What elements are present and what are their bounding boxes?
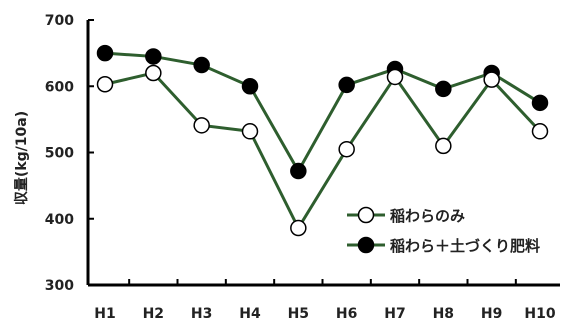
data-point-open bbox=[483, 71, 500, 88]
data-point-open bbox=[290, 219, 307, 237]
y-axis-label: 収量(kg/10a) bbox=[13, 111, 30, 205]
legend-marker bbox=[357, 206, 375, 224]
x-tick-label: H10 bbox=[524, 306, 555, 322]
x-tick-label: H7 bbox=[384, 306, 405, 322]
x-tick-label: H5 bbox=[288, 306, 309, 322]
data-point-open bbox=[145, 64, 162, 82]
data-point-open bbox=[96, 76, 114, 93]
data-point-filled bbox=[531, 94, 549, 112]
data-point-open bbox=[386, 68, 404, 86]
x-tick-label: H3 bbox=[191, 306, 212, 322]
data-point-filled bbox=[338, 76, 355, 94]
data-point-filled bbox=[193, 56, 210, 74]
series-line bbox=[104, 71, 542, 232]
data-point-filled bbox=[241, 78, 259, 95]
data-point-open bbox=[531, 123, 549, 140]
y-tick-label: 400 bbox=[45, 212, 74, 228]
x-tick-label: H2 bbox=[143, 306, 164, 322]
series-line bbox=[104, 51, 541, 175]
axes bbox=[86, 19, 560, 287]
x-tick-label: H1 bbox=[94, 306, 115, 322]
legend-label: 稲わら＋土づくり肥料 bbox=[390, 237, 540, 255]
data-point-open bbox=[193, 117, 210, 134]
y-tick-label: 600 bbox=[45, 79, 74, 95]
data-point-open bbox=[241, 123, 259, 140]
x-tick-label: H6 bbox=[336, 306, 357, 322]
x-tick-labels: H1 H2 H3 H4 H5 H6 H7 H8 H9 H10 bbox=[94, 306, 556, 322]
y-tick-label: 500 bbox=[45, 146, 74, 162]
data-point-open bbox=[435, 137, 452, 155]
legend-label: 稲わらのみ bbox=[390, 207, 465, 225]
series-group bbox=[96, 44, 549, 237]
data-point-filled bbox=[290, 162, 307, 180]
data-point-filled bbox=[435, 80, 452, 98]
data-point-filled bbox=[145, 48, 162, 65]
y-tick-label: 300 bbox=[45, 278, 74, 294]
x-tick-label: H9 bbox=[481, 306, 502, 322]
y-tick-label: 700 bbox=[45, 13, 74, 29]
legend-marker bbox=[357, 236, 375, 254]
y-tick-labels: 300 400 500 600 700 bbox=[45, 13, 74, 294]
data-point-filled bbox=[96, 44, 114, 62]
x-tick-label: H4 bbox=[239, 306, 261, 322]
x-tick-label: H8 bbox=[433, 306, 454, 322]
data-point-open bbox=[338, 140, 355, 158]
